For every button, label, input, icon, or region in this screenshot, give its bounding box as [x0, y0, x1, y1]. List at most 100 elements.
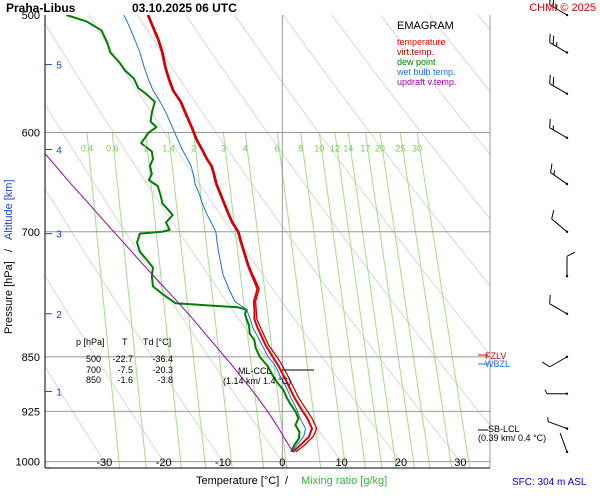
- wind-barb: [549, 294, 569, 315]
- xlabel-mixing-ratio: Mixing ratio [g/kg]: [301, 475, 387, 487]
- altitude-tick-label: 4: [56, 145, 62, 156]
- wind-barb-base: [565, 92, 569, 95]
- dry-adiabat-line: [45, 103, 288, 468]
- temperature-tick-label: 10: [336, 457, 348, 469]
- wind-barb: [541, 355, 569, 368]
- wind-barb-staff: [559, 432, 568, 453]
- series-line-wet-bulb-temp-: [123, 15, 306, 453]
- table-cell: -36.4: [152, 354, 173, 364]
- wind-barb-half: [552, 125, 554, 130]
- mixing-ratio-label: 20: [375, 143, 385, 153]
- temperature-tick-label: 0: [279, 457, 285, 469]
- wind-barb: [565, 251, 576, 278]
- table-header-t: T: [122, 337, 128, 347]
- mixing-ratio-label: 17: [360, 143, 370, 153]
- wind-barb-full: [549, 0, 551, 6]
- dry-adiabat-line: [282, 15, 490, 287]
- mixing-ratio-line: [167, 132, 207, 468]
- wind-barb-full: [541, 361, 550, 368]
- ylabel-separator: /: [3, 248, 15, 252]
- wind-barb-staff: [549, 356, 568, 368]
- wind-barb-base: [565, 275, 569, 278]
- wind-barb-half: [553, 170, 556, 175]
- table-cell: -3.8: [157, 375, 173, 385]
- pressure-tick-label: 850: [22, 352, 40, 364]
- wind-barb: [549, 74, 569, 95]
- datetime: 03.10.2025 06 UTC: [132, 1, 237, 15]
- wind-barb-full: [552, 0, 555, 8]
- pressure-tick-label: 1000: [16, 457, 40, 469]
- table-cell: -1.6: [117, 375, 133, 385]
- mixing-ratio-label: 6: [275, 143, 280, 153]
- chart-series: [45, 15, 318, 453]
- wind-barb-staff: [548, 421, 568, 430]
- mixing-ratio-line: [193, 132, 233, 468]
- table-cell: 500: [86, 354, 101, 364]
- wind-barb-base: [565, 450, 569, 454]
- mixing-ratio-line: [222, 132, 265, 468]
- mixing-ratio-label: 1: [143, 143, 148, 153]
- legend-entry: dew point: [397, 57, 436, 67]
- table-cell: -7.5: [117, 365, 133, 375]
- series-line-temperature: [146, 15, 313, 453]
- dry-adiabat-line: [45, 187, 228, 468]
- pressure-tick-label: 700: [22, 227, 40, 239]
- dry-adiabat-line: [331, 15, 490, 220]
- wind-barb-half: [556, 4, 558, 10]
- dry-adiabat-line: [234, 15, 490, 356]
- xlabel-temperature: Temperature [°C]: [196, 475, 279, 487]
- table-cell: 850: [86, 375, 101, 385]
- wind-barb-half: [556, 42, 558, 47]
- mixing-ratio-line: [416, 132, 471, 468]
- mixing-ratio-label: 2: [191, 143, 196, 153]
- chart-title: EMAGRAM: [397, 20, 454, 32]
- dry-adiabat-line: [527, 15, 600, 468]
- temperature-tick-label: -30: [96, 457, 112, 469]
- sounding-table: p [hPa] T Td [°C] 500 -22.7 -36.4 700 -7…: [76, 337, 173, 385]
- wind-barb: [549, 33, 569, 54]
- wind-barbs: [541, 0, 576, 454]
- pressure-tick-label: 500: [22, 10, 40, 22]
- mixing-ratio-label: 30: [412, 143, 422, 153]
- wind-barb-base: [565, 182, 569, 186]
- dry-adiabat-line: [380, 15, 490, 156]
- legend-entry: temperature: [397, 37, 446, 47]
- mixing-ratio-label: 14: [343, 143, 353, 153]
- mixing-ratio-label: 3: [221, 143, 226, 153]
- sb-lcl-values: (0.39 km/ 0.4 °C): [478, 433, 546, 443]
- wind-barb-full: [551, 210, 555, 220]
- temperature-tick-label: -20: [156, 457, 172, 469]
- mixing-ratio-line: [379, 132, 431, 468]
- dry-adiabat-line: [45, 365, 109, 468]
- ml-ccl-values: (1.14 km/ 1.4 °C): [223, 376, 291, 386]
- temperature-tick-label: 20: [395, 457, 407, 469]
- mixing-ratio-line: [347, 132, 397, 468]
- mixing-ratio-line: [399, 132, 453, 468]
- mixing-ratio-line: [244, 132, 288, 468]
- altitude-tick-label: 2: [56, 310, 62, 321]
- wind-barb: [550, 163, 569, 186]
- series-line-updraft-v-temp-: [45, 153, 294, 453]
- wind-barb-full: [552, 76, 555, 86]
- table-cell: -22.7: [112, 354, 133, 364]
- wind-barb-full: [549, 118, 551, 128]
- temperature-tick-label: -10: [215, 457, 231, 469]
- legend-entry: updraft v.temp.: [397, 77, 456, 87]
- wind-barb-staff: [549, 4, 568, 16]
- wind-barb-staff: [550, 172, 568, 185]
- wind-barb-full: [549, 294, 551, 304]
- mixing-ratio-label: 1.4: [162, 143, 175, 153]
- wind-barb-full: [550, 163, 553, 173]
- wind-barb: [549, 118, 569, 140]
- series-line-dew-point: [66, 15, 301, 453]
- wind-barb-half: [544, 389, 548, 394]
- ylabel-altitude: Altitude [km]: [3, 179, 15, 240]
- wind-barb-base: [565, 136, 569, 140]
- wind-barb-full: [549, 74, 551, 84]
- table-header-td: Td [°C]: [143, 337, 171, 347]
- legend-entry: virt.temp.: [397, 47, 434, 57]
- series-line-virt-temp-: [148, 15, 318, 453]
- wind-barb-base: [565, 427, 569, 430]
- mixing-ratio-line: [334, 132, 383, 468]
